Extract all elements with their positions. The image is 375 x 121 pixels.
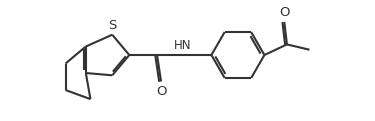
Text: HN: HN: [174, 39, 191, 52]
Text: S: S: [108, 19, 116, 32]
Text: O: O: [279, 6, 290, 19]
Text: O: O: [156, 85, 166, 98]
